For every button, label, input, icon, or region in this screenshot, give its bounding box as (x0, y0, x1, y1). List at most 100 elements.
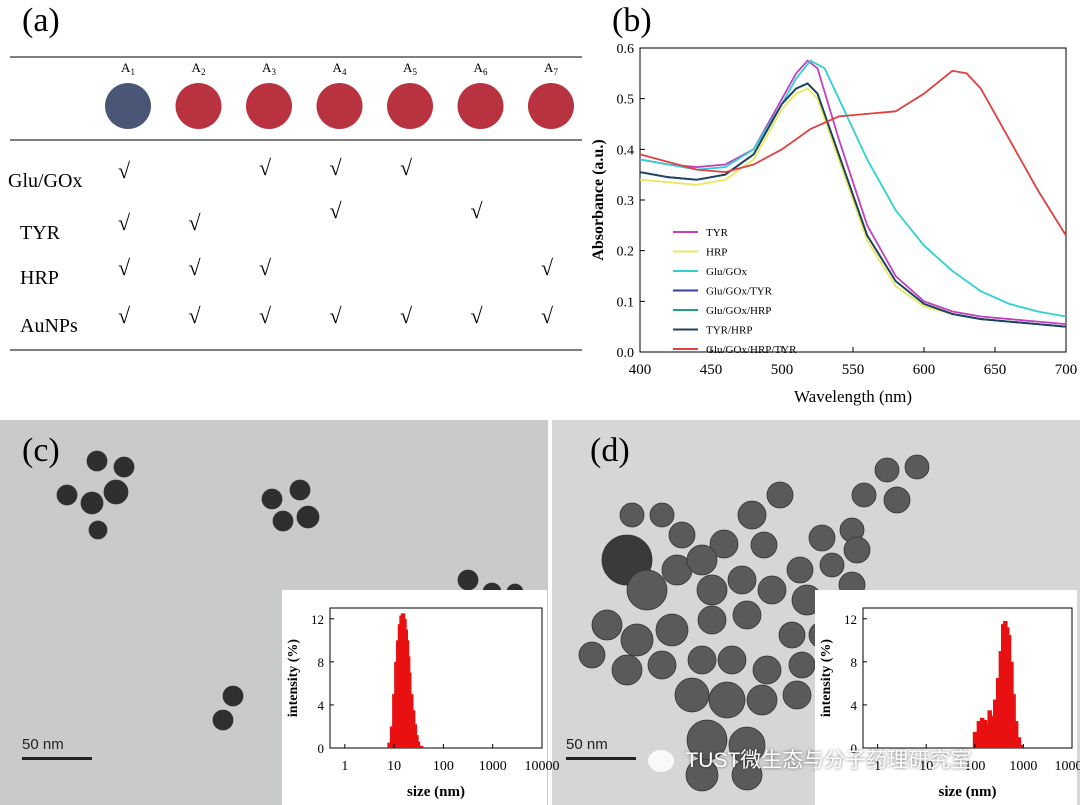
nanoparticle (619, 502, 645, 528)
legend-label: Glu/GOx/TYR (706, 286, 773, 298)
x-tick-label: 1 (341, 759, 348, 774)
histogram-bar (387, 742, 392, 748)
nanoparticle (708, 681, 746, 719)
nanoparticle (752, 655, 782, 685)
y-tick-label: 0.6 (617, 42, 635, 57)
x-tick-label: 650 (984, 362, 1007, 378)
column-header-A1: A1 (121, 60, 135, 77)
y-axis-label: Absorbance (a.u.) (590, 139, 607, 260)
nanoparticle (86, 450, 108, 472)
nanoparticle (113, 456, 135, 478)
check-mark: √ (329, 155, 342, 180)
nanoparticle (296, 505, 320, 529)
nanoparticle (778, 621, 806, 649)
check-mark: √ (259, 303, 272, 328)
x-tick-label: 450 (700, 362, 723, 378)
histogram-bar (992, 699, 998, 748)
nanoparticle (904, 454, 930, 480)
x-tick-label: 500 (771, 362, 794, 378)
series-line-hrp (639, 87, 1067, 328)
x-tick-label: 100 (964, 759, 985, 774)
row-label-aunps: AuNPs (20, 315, 78, 337)
y-axis-label: intensity (%) (286, 639, 301, 718)
legend-label: HRP (706, 247, 727, 259)
nanoparticle (655, 613, 689, 647)
column-header-A7: A7 (544, 60, 558, 77)
series-line-tyr-hrp (639, 82, 1067, 328)
check-mark: √ (118, 158, 131, 183)
x-tick-label: 100 (433, 759, 454, 774)
nanoparticle (80, 491, 104, 515)
nanoparticle (647, 650, 677, 680)
nanoparticle (746, 684, 778, 716)
histogram-bar (1006, 634, 1012, 748)
color-table: A1 A2 A3 A4 A5 A6 A7 Glu/GOx √ √ √ √ TYR √ √ √ √ HRP √ √ √ √ A… (8, 56, 582, 351)
nanoparticle (626, 569, 668, 611)
check-mark: √ (329, 303, 342, 328)
row-label-tyr: TYR (20, 222, 61, 244)
panel-label-c: (c) (22, 432, 60, 469)
series-line-tyr (639, 59, 1067, 326)
check-mark: √ (541, 303, 554, 328)
y-axis-label: intensity (%) (819, 639, 834, 718)
nanoparticle (737, 500, 767, 530)
solution-circle-A3 (246, 83, 292, 129)
x-tick-label: 1 (874, 759, 881, 774)
check-mark: √ (400, 155, 413, 180)
y-tick-label: 4 (851, 698, 858, 713)
x-tick-label: 10000 (1055, 759, 1080, 774)
nanoparticle (819, 552, 845, 578)
legend-label: Glu/GOx/HRP (706, 305, 771, 317)
histogram-bar (1016, 737, 1022, 748)
nanoparticle (788, 651, 816, 679)
x-tick-label: 10 (387, 759, 401, 774)
scale-bar-label-c: 50 nm (22, 736, 64, 753)
nanoparticle (687, 645, 717, 675)
x-tick-label: 600 (913, 362, 936, 378)
watermark-text: TUST微生态与分子药理研究室 (685, 749, 972, 772)
scale-bar-c (22, 757, 92, 760)
check-mark: √ (259, 255, 272, 280)
series-line-glu-gox (639, 59, 1067, 318)
histogram-bar (414, 735, 419, 748)
nanoparticle (674, 677, 710, 713)
histogram-bar (1011, 694, 1016, 748)
y-tick-label: 0.1 (617, 295, 635, 310)
histogram-bar (979, 717, 985, 748)
y-tick-label: 0.2 (617, 245, 635, 260)
y-tick-label: 0.5 (617, 93, 635, 108)
check-mark: √ (118, 303, 131, 328)
nanoparticle (56, 484, 78, 506)
nanoparticle (222, 685, 244, 707)
column-header-A4: A4 (333, 60, 347, 77)
nanoparticle (668, 521, 696, 549)
x-tick-label: 700 (1055, 362, 1078, 378)
panel-label-b: (b) (612, 2, 652, 39)
check-mark: √ (470, 303, 483, 328)
scale-bar-label-d: 50 nm (566, 736, 608, 753)
nanoparticle (686, 544, 718, 576)
solution-circle-A1 (105, 83, 151, 129)
absorbance-chart: 400 450 500 550 600 650 700 0.0 0.1 0.2 0.3 0.4 0.5 0… (590, 42, 1077, 406)
column-header-A5: A5 (403, 60, 417, 77)
nanoparticle (757, 575, 787, 605)
check-mark: √ (118, 255, 131, 280)
histogram-bar (1019, 744, 1024, 748)
wechat-icon (648, 750, 674, 773)
y-tick-label: 12 (844, 612, 857, 627)
check-mark: √ (400, 303, 413, 328)
nanoparticle (649, 502, 675, 528)
check-mark: √ (541, 255, 554, 280)
histogram-bar (995, 678, 1001, 748)
row-label-hrp: HRP (20, 267, 59, 289)
x-tick-label: 1000 (1009, 759, 1037, 774)
series-line-glu-gox-hrp-tyr (639, 69, 1067, 236)
legend-label: Glu/GOx/HRP/TYR (706, 344, 797, 356)
histogram-bar (972, 731, 978, 748)
inset-background (282, 590, 547, 805)
nanoparticle (578, 641, 606, 669)
nanoparticle (212, 709, 234, 731)
histogram-bar (990, 715, 995, 748)
histogram-bar (389, 726, 395, 748)
x-axis-label: size (nm) (407, 784, 465, 800)
